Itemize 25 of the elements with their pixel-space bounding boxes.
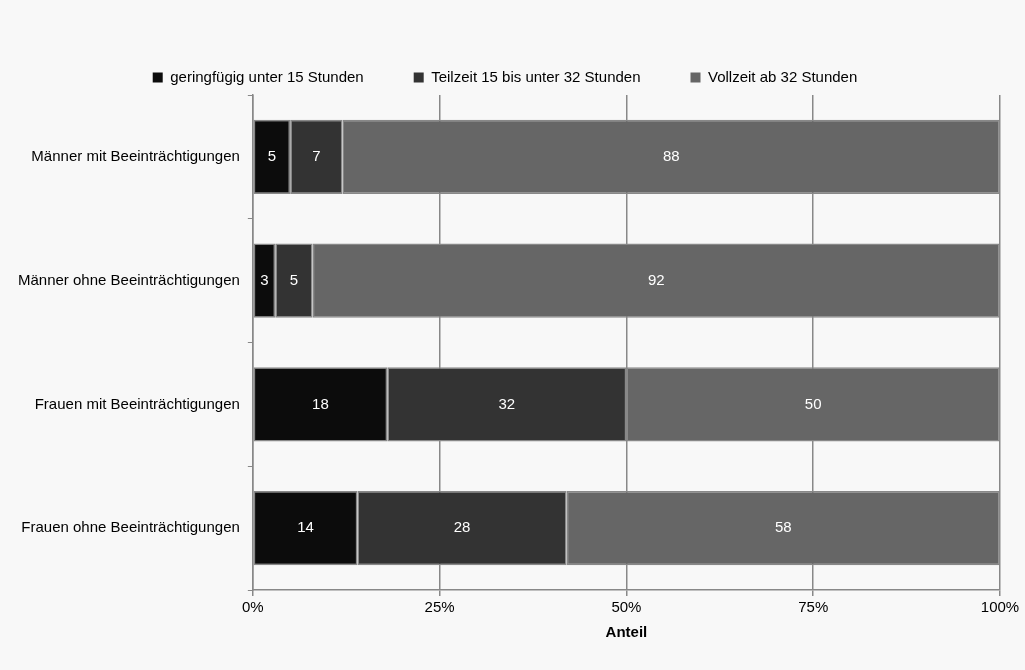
data-label: 58 xyxy=(774,518,792,536)
data-label: 14 xyxy=(297,518,314,536)
x-tick-label: 25% xyxy=(424,598,455,616)
data-label: 3 xyxy=(260,270,269,288)
y-tick-label: Frauen ohne Beeinträchtigungen xyxy=(21,518,240,536)
data-label: 92 xyxy=(647,270,665,288)
x-tick-label: 100% xyxy=(980,598,1020,616)
x-tick-label: 75% xyxy=(798,598,829,616)
data-label: 50 xyxy=(804,394,822,412)
legend-label: Teilzeit 15 bis unter 32 Stunden xyxy=(431,67,641,85)
legend-label: geringfügig unter 15 Stunden xyxy=(170,67,364,85)
data-label: 28 xyxy=(453,518,471,536)
x-axis-title: Anteil xyxy=(605,623,648,641)
data-label: 7 xyxy=(312,147,321,165)
data-label: 18 xyxy=(312,394,329,412)
y-tick-label: Männer mit Beeinträchtigungen xyxy=(31,147,240,165)
y-tick-label: Frauen mit Beeinträchtigungen xyxy=(34,394,240,412)
legend-label: Vollzeit ab 32 Stunden xyxy=(708,67,858,85)
y-tick-label: Männer ohne Beeinträchtigungen xyxy=(17,270,240,288)
data-label: 32 xyxy=(498,394,516,412)
data-label: 5 xyxy=(267,147,277,165)
data-label: 88 xyxy=(662,147,680,165)
data-label: 5 xyxy=(289,270,299,288)
x-tick-label: 50% xyxy=(611,598,642,616)
x-tick-label: 0% xyxy=(241,598,264,616)
